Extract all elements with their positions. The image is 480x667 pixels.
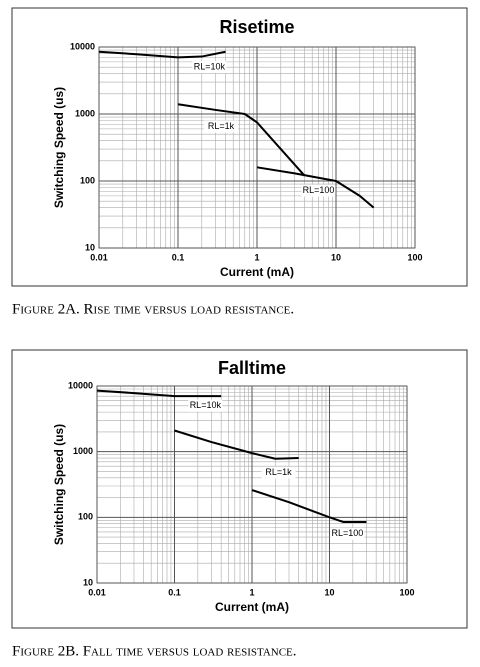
x-tick-label: 1 — [254, 252, 259, 262]
x-tick-label: 0.1 — [168, 587, 181, 597]
series-label: RL=100 — [331, 528, 363, 538]
y-axis-label: Switching Speed (us) — [52, 87, 66, 208]
figure-caption: Figure 2B. Fall time versus load resista… — [12, 643, 297, 659]
x-tick-label: 100 — [399, 587, 414, 597]
y-tick-label: 100 — [78, 512, 93, 522]
chart-frame — [11, 7, 468, 287]
label-background — [301, 184, 336, 197]
label-background — [261, 466, 296, 479]
x-tick-label: 10 — [324, 587, 334, 597]
series-line — [251, 489, 367, 523]
x-tick-label: 1 — [249, 587, 254, 597]
series-line — [98, 50, 226, 59]
series-label: RL=1k — [208, 121, 235, 131]
chart-frame — [11, 349, 468, 629]
series-line — [256, 166, 375, 209]
y-tick-label: 1000 — [75, 108, 95, 118]
label-background — [203, 120, 238, 133]
series-label: RL=100 — [303, 185, 335, 195]
chart-title: Risetime — [219, 17, 294, 37]
label-background — [192, 61, 227, 74]
x-tick-label: 0.01 — [90, 252, 108, 262]
x-tick-label: 0.1 — [172, 252, 185, 262]
y-tick-label: 10000 — [70, 41, 95, 51]
chart-title: Falltime — [218, 358, 286, 378]
y-tick-label: 100 — [80, 175, 95, 185]
series-label: RL=10k — [190, 400, 222, 410]
series-label: RL=10k — [194, 62, 226, 72]
label-background — [330, 527, 365, 540]
series-label: RL=1k — [265, 467, 292, 477]
label-background — [188, 399, 223, 412]
x-axis-label: Current (mA) — [220, 265, 294, 279]
x-tick-label: 10 — [331, 252, 341, 262]
x-tick-label: 0.01 — [88, 587, 106, 597]
series-line — [174, 429, 299, 460]
figure-caption: Figure 2A. Rise time versus load resista… — [12, 301, 294, 317]
series-line — [96, 389, 222, 398]
y-tick-label: 1000 — [73, 446, 93, 456]
y-tick-label: 10 — [85, 242, 95, 252]
y-tick-label: 10 — [83, 577, 93, 587]
y-tick-label: 10000 — [68, 380, 93, 390]
y-axis-label: Switching Speed (us) — [52, 424, 66, 545]
x-axis-label: Current (mA) — [215, 600, 289, 614]
x-tick-label: 100 — [407, 252, 422, 262]
series-line — [177, 103, 306, 177]
